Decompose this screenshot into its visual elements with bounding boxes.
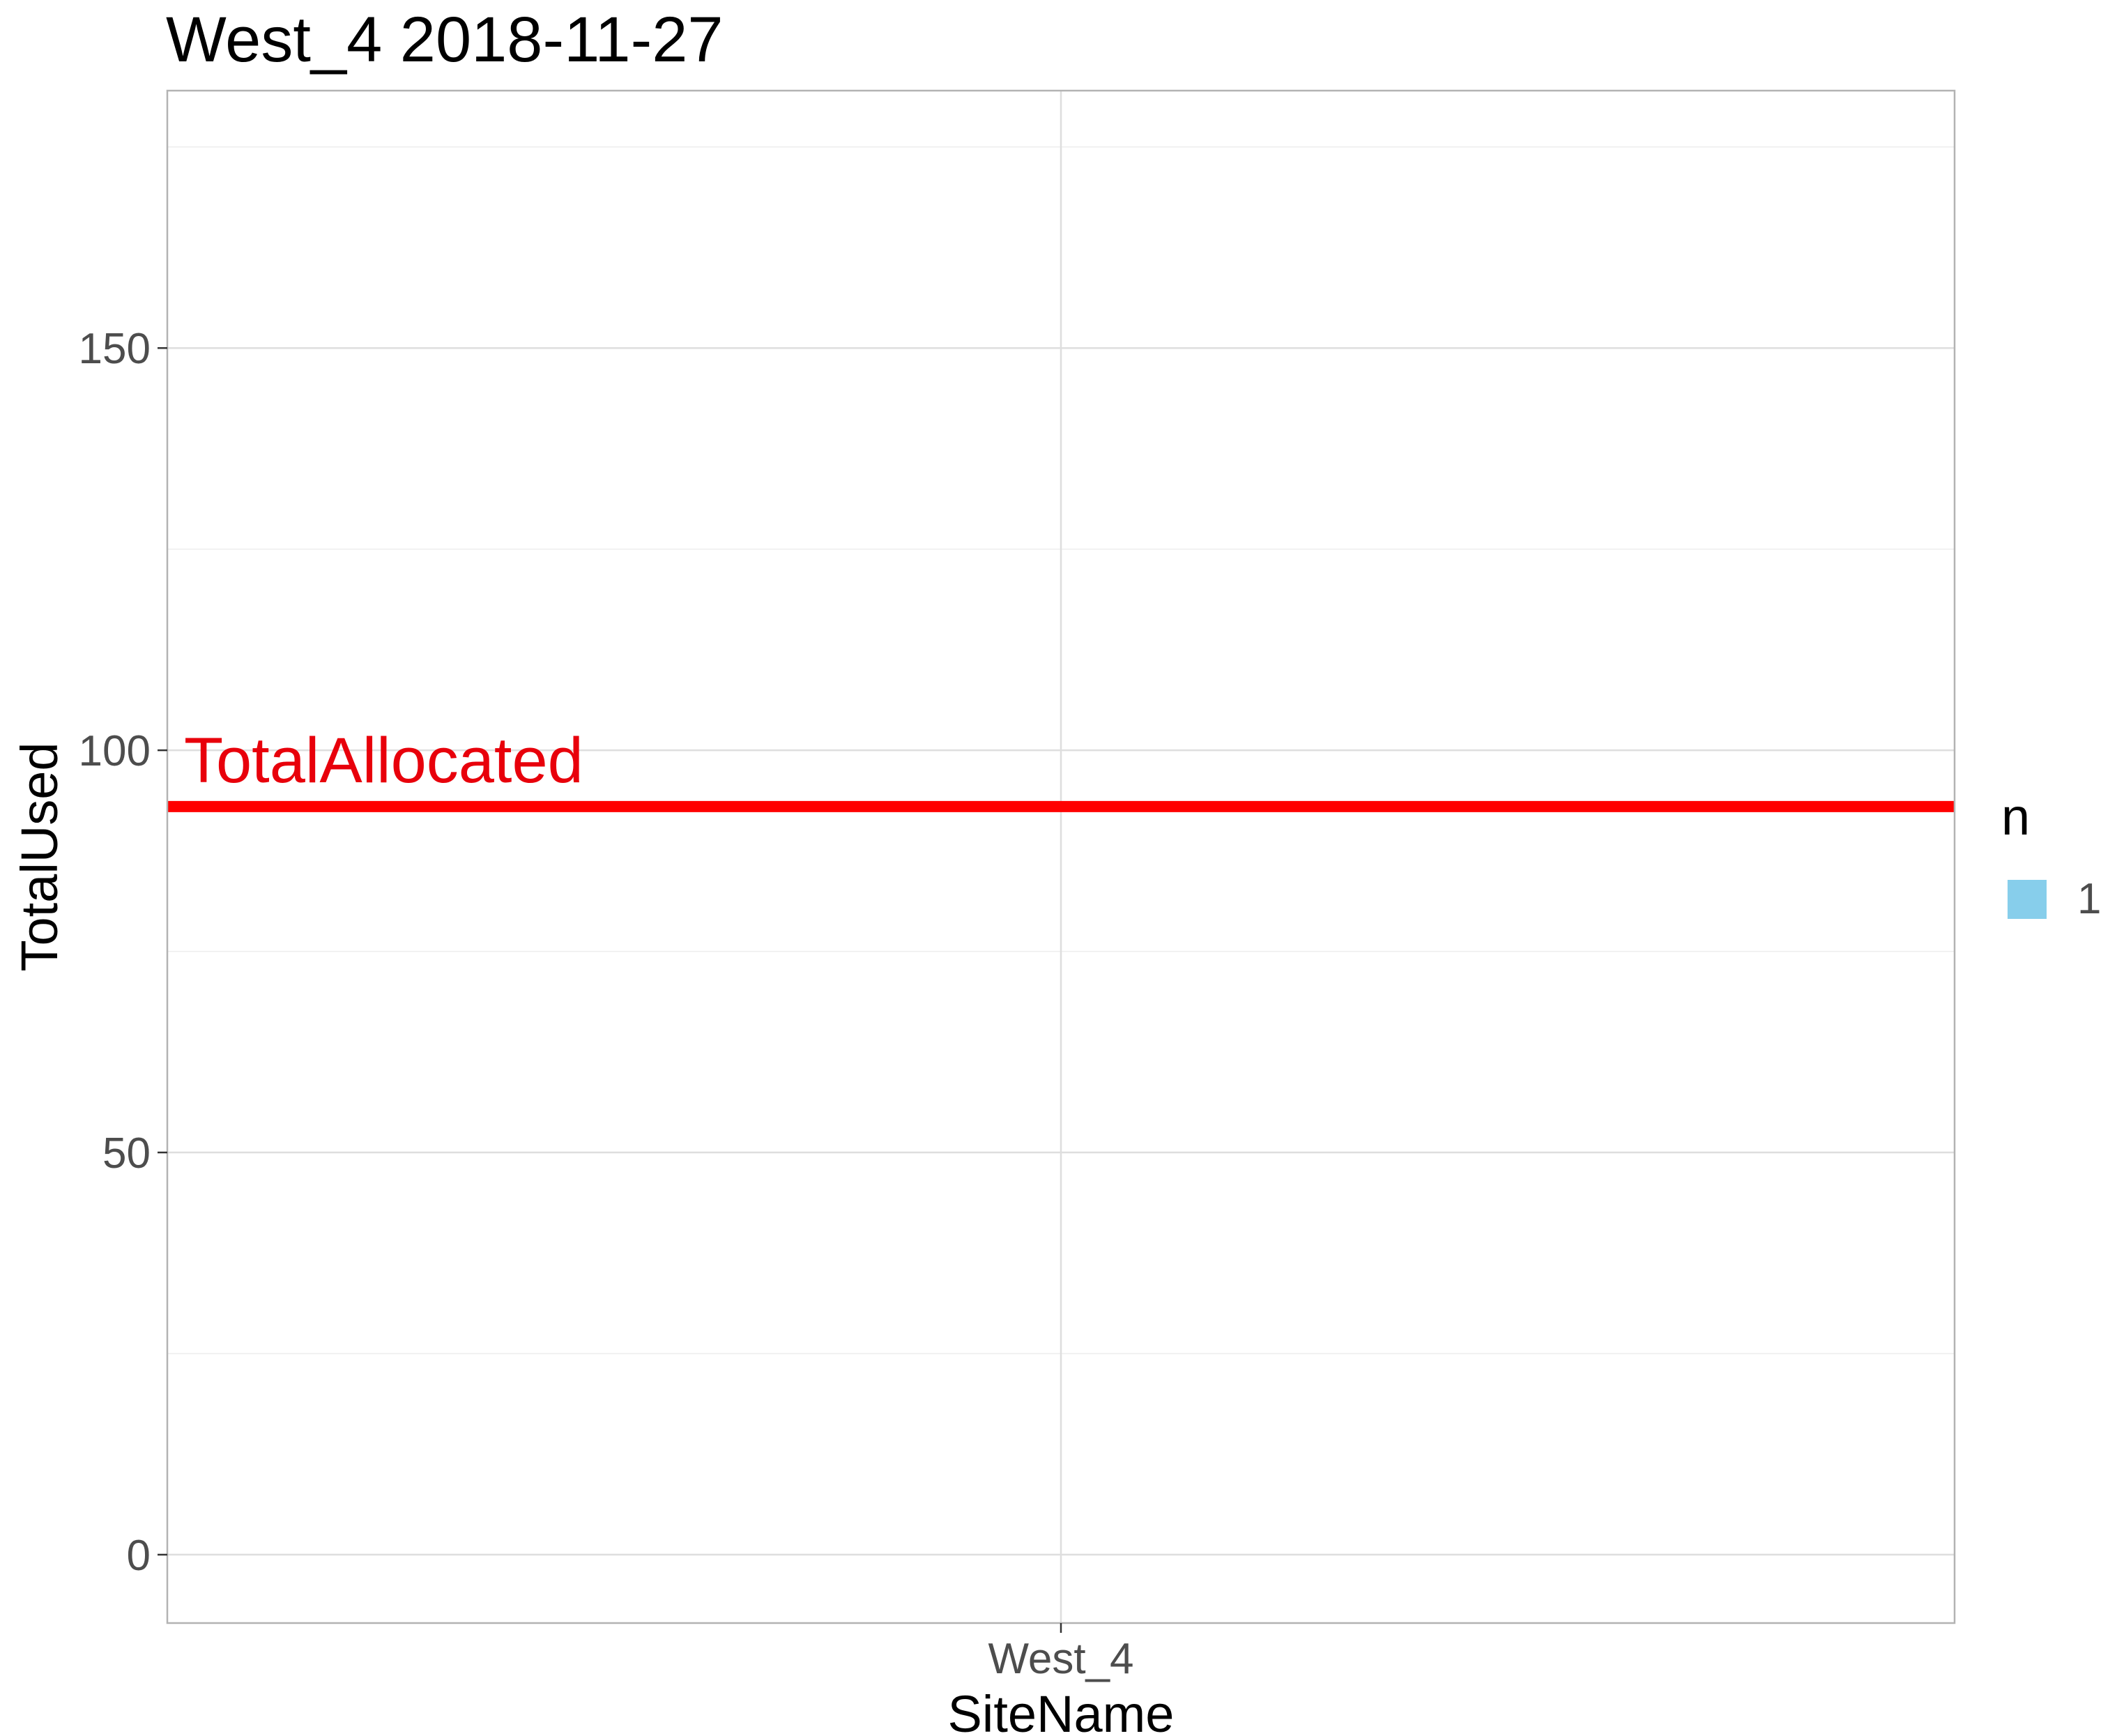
legend-label: 1 (2077, 875, 2101, 923)
major-gridlines (167, 91, 1955, 1623)
y-tick-label: 150 (79, 325, 151, 373)
y-tick-label: 0 (127, 1532, 151, 1580)
x-axis: West_4 (988, 1623, 1134, 1683)
x-axis-title: SiteName (948, 1685, 1175, 1736)
legend-items: 1 (2008, 875, 2101, 923)
y-tick-label: 50 (102, 1129, 151, 1178)
legend-key (2008, 880, 2047, 919)
y-axis: 0 50 100 150 (79, 325, 167, 1580)
chart-title: West_4 2018-11-27 (166, 4, 724, 75)
y-tick-label: 100 (79, 727, 151, 775)
reference-layer: TotalAllocated (167, 725, 1955, 812)
x-tick-label: West_4 (988, 1635, 1133, 1683)
legend-title: n (2001, 788, 2030, 846)
legend: n 1 (2001, 788, 2101, 923)
y-axis-title: TotalUsed (10, 742, 68, 971)
total-allocated-label: TotalAllocated (184, 725, 583, 796)
